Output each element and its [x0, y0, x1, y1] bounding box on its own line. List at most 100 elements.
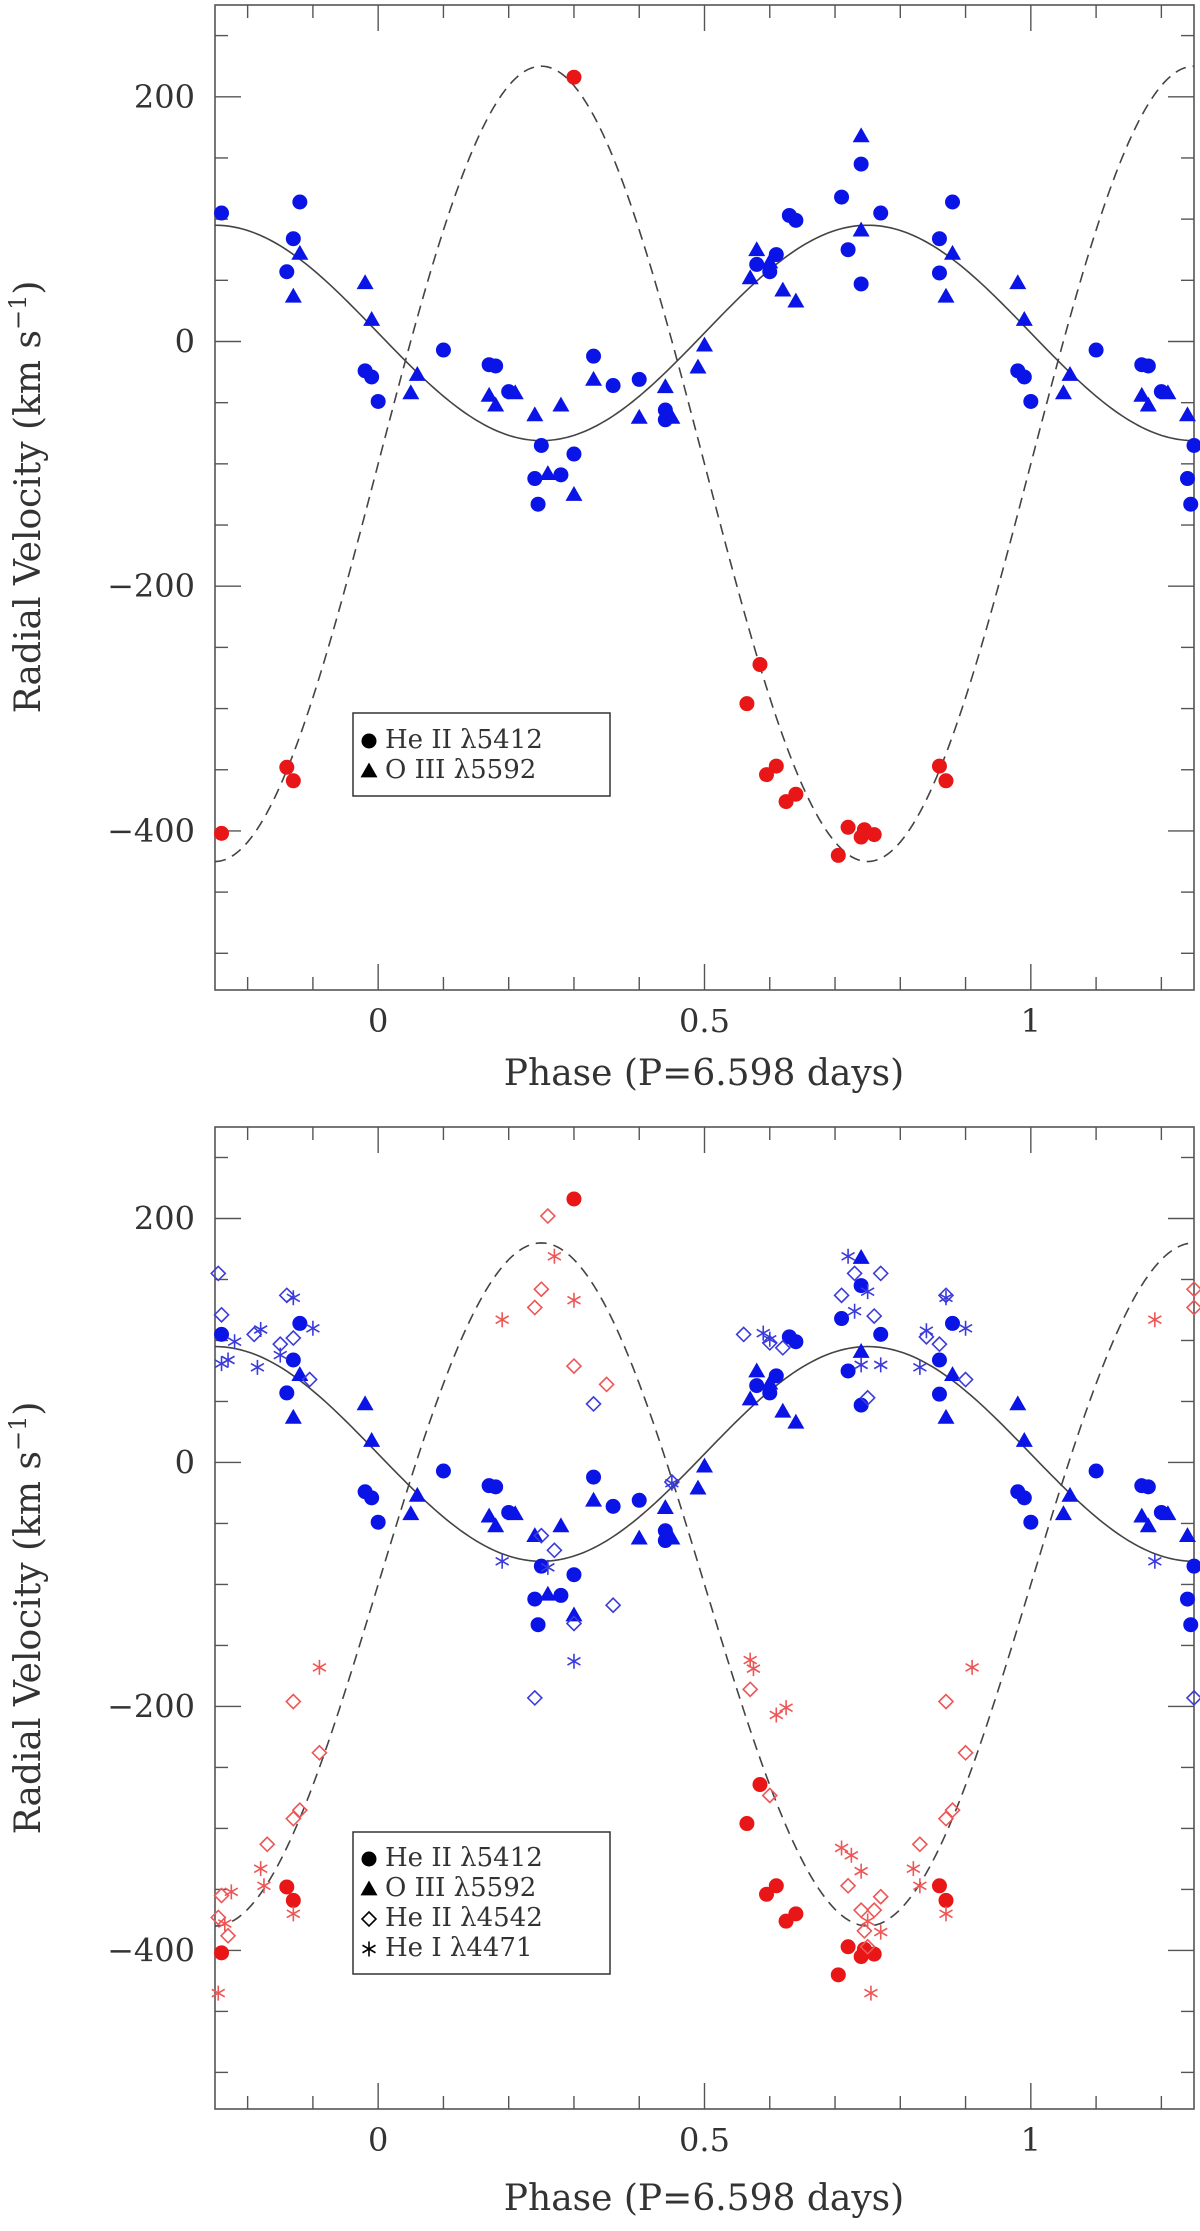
circle-data-point [370, 393, 386, 409]
circle-data-point [768, 1878, 784, 1894]
bottom-legend-label-3: He II λ4542 [385, 1903, 543, 1933]
circle-data-point [553, 467, 569, 483]
star-data-point [253, 1322, 268, 1337]
y-tick-label: −200 [107, 1687, 195, 1725]
y-tick-label: 0 [175, 322, 195, 360]
triangle-data-point [748, 1362, 766, 1378]
top-y-axis-label-sup: −1 [4, 295, 32, 330]
diamond-data-point [213, 1887, 230, 1904]
star-data-point [224, 1884, 239, 1900]
y-tick-label: −400 [107, 812, 195, 850]
diamond-data-point [846, 1265, 863, 1282]
triangle-data-point [539, 1585, 557, 1601]
circle-data-point [788, 1334, 804, 1350]
circle-data-point [364, 1490, 380, 1506]
circle-data-point [1023, 1514, 1039, 1530]
triangle-data-point [408, 366, 426, 381]
circle-data-point [840, 1363, 856, 1379]
circle-data-point [527, 471, 543, 487]
circle-data-point [214, 205, 230, 221]
triangle-data-point [506, 384, 524, 400]
star-data-point [306, 1320, 320, 1336]
diamond-data-point [285, 1329, 302, 1347]
star-data-point [743, 1652, 758, 1668]
star-data-point [567, 1292, 581, 1308]
star-data-point [939, 1290, 953, 1306]
circle-data-point [873, 205, 889, 221]
legend-diamond-marker [360, 1910, 378, 1928]
star-data-point [495, 1312, 510, 1328]
bottom-data-points [210, 1191, 1200, 2001]
top-legend: He II λ5412 O III λ5592 [352, 712, 611, 797]
circle-data-point [853, 156, 869, 172]
star-data-point [912, 1878, 927, 1894]
star-data-point [1147, 1312, 1162, 1328]
star-data-point [312, 1659, 327, 1675]
x-tick-label: 1 [1021, 2121, 1041, 2159]
star-data-point [253, 1861, 268, 1877]
x-tick-label: 0.5 [679, 2121, 730, 2159]
diamond-data-point [859, 1938, 876, 1955]
triangle-data-point [852, 127, 870, 143]
y-tick-label: −200 [107, 567, 195, 605]
triangle-data-point [787, 1413, 805, 1429]
triangle-data-point [1061, 366, 1079, 381]
circle-data-point [1186, 437, 1200, 453]
diamond-data-point [565, 1357, 583, 1375]
circle-data-point [488, 1479, 504, 1495]
bottom-axis-ticks [215, 1127, 1194, 2109]
top-y-axis-label-main: Radial Velocity (km s [8, 330, 49, 713]
diamond-data-point [742, 1681, 759, 1698]
circle-data-point [1179, 1591, 1195, 1607]
circle-data-point [566, 1567, 582, 1583]
x-tick-label: 1 [1021, 1002, 1041, 1040]
bottom-x-axis-label: Phase (P=6.598 days) [504, 2178, 904, 2219]
legend-triangle-marker [360, 762, 378, 778]
triangle-data-point [506, 1505, 524, 1521]
diamond-data-point [301, 1371, 318, 1388]
diamond-data-point [533, 1527, 550, 1544]
circle-data-point [853, 276, 869, 292]
secondary-fit-curve [214, 65, 1195, 863]
star-data-point [965, 1659, 979, 1675]
circle-data-point [931, 1878, 947, 1894]
diamond-data-point [285, 1810, 302, 1827]
triangle-data-point [402, 384, 420, 400]
diamond-data-point [210, 1265, 227, 1282]
star-data-point [257, 1878, 271, 1894]
circle-data-point [931, 265, 947, 281]
primary-fit-curve [214, 224, 1195, 442]
circle-data-point [533, 437, 549, 453]
circle-data-point [285, 1352, 301, 1368]
star-data-point [540, 1559, 555, 1575]
diamond-data-point [944, 1801, 961, 1819]
circle-data-point [931, 1352, 947, 1368]
star-data-point [854, 1357, 869, 1373]
triangle-data-point [487, 1517, 505, 1533]
star-data-point [779, 1700, 793, 1716]
circle-data-point [370, 1514, 386, 1530]
star-data-point [217, 1916, 232, 1932]
circle-data-point [214, 1945, 230, 1961]
triangle-data-point [1178, 1527, 1196, 1543]
circle-data-point [739, 696, 755, 712]
circle-data-point [1179, 471, 1195, 487]
star-data-point [860, 1284, 875, 1300]
y-tick-label: 0 [175, 1443, 195, 1481]
circle-data-point [279, 1385, 295, 1401]
bottom-y-axis-label-sup: −1 [4, 1416, 32, 1451]
diamond-data-point [565, 1615, 583, 1632]
circle-data-point [752, 1777, 768, 1793]
circle-data-point [1186, 1558, 1200, 1574]
circle-data-point [435, 1463, 451, 1479]
top-y-axis-label: Radial Velocity (km s−1) [4, 281, 49, 714]
bottom-y-axis-label: Radial Velocity (km s−1) [4, 1402, 49, 1835]
triangle-data-point [1009, 274, 1027, 290]
diamond-data-point [210, 1909, 227, 1926]
diamond-data-point [1185, 1281, 1200, 1298]
top-fit-curves [214, 65, 1195, 863]
star-data-point [286, 1906, 301, 1922]
star-data-point [854, 1863, 869, 1879]
triangle-data-point [1139, 1517, 1157, 1533]
triangle-data-point [356, 1395, 374, 1411]
